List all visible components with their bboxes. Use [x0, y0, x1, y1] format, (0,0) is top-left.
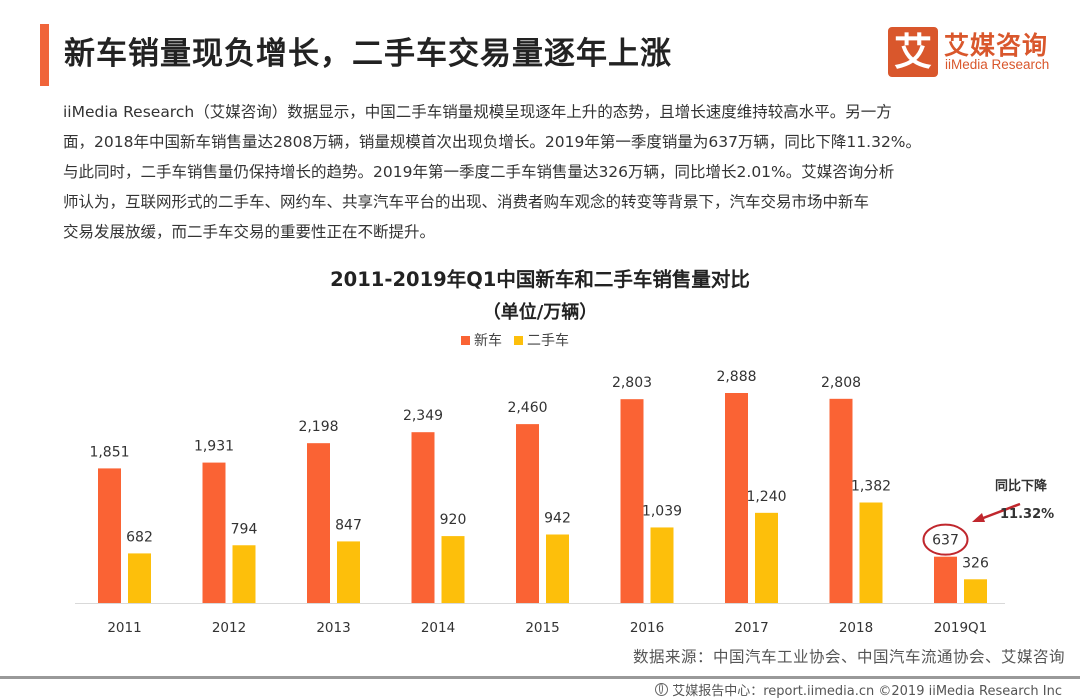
bar-new-car [202, 462, 226, 603]
logo-mark-icon: 艾 [888, 27, 938, 77]
x-tick-label: 2017 [734, 620, 768, 636]
bar-new-car [829, 398, 853, 603]
annotation-arrow-head [972, 513, 985, 522]
bar-used-car [128, 553, 151, 603]
data-source: 数据来源：中国汽车工业协会、中国汽车流通协会、艾媒咨询 [632, 648, 1065, 666]
data-label-used-car: 1,382 [851, 479, 891, 495]
footer-text: 艾媒报告中心：report.iimedia.cn ©2019 iiMedia R… [672, 684, 1062, 699]
bar-new-car [307, 443, 330, 603]
chart-title: 2011-2019年Q1中国新车和二手车销售量对比 [330, 268, 750, 291]
footer: 艾媒报告中心：report.iimedia.cn ©2019 iiMedia R… [655, 680, 1062, 699]
company-logo: 艾 艾媒咨询 iiMedia Research [888, 27, 1063, 77]
data-label-used-car: 794 [231, 521, 258, 537]
data-label-new-car: 637 [932, 533, 959, 549]
legend-item-used-car: 二手车 [514, 330, 569, 350]
annotation-text-line2: 11.32% [1000, 507, 1054, 522]
data-label-new-car: 1,931 [194, 439, 234, 455]
data-label-new-car: 2,460 [507, 400, 547, 416]
title-accent-bar [40, 24, 49, 86]
x-tick-label: 2018 [839, 620, 873, 636]
paragraph-line: 交易发展放缓，而二手车交易的重要性正在不断提升。 [63, 223, 436, 241]
page-title: 新车销量现负增长，二手车交易量逐年上涨 [64, 36, 672, 72]
bar-new-car [411, 432, 435, 603]
data-label-new-car: 1,851 [89, 444, 129, 460]
data-label-new-car: 2,888 [716, 369, 756, 385]
legend-swatch-used-car [514, 335, 523, 345]
logo-name-cn: 艾媒咨询 [944, 31, 1049, 60]
bar-used-car [337, 541, 360, 603]
annotation-arrow-line [977, 502, 1021, 522]
annotation-circle [922, 523, 969, 556]
legend-label-used-car: 二手车 [527, 333, 569, 349]
data-label-used-car: 942 [544, 511, 571, 527]
summary-paragraph: iiMedia Research（艾媒咨询）数据显示，中国二手车销量规模呈现逐年… [63, 97, 1023, 247]
x-tick-label: 2019Q1 [934, 620, 988, 636]
logo-name-en: iiMedia Research [945, 57, 1050, 72]
globe-icon [655, 683, 669, 696]
annotation-text-line1: 同比下降 [995, 478, 1048, 494]
x-tick-label: 2014 [421, 620, 455, 636]
bar-new-car [620, 399, 644, 603]
data-label-used-car: 1,240 [746, 489, 786, 505]
data-label-new-car: 2,198 [298, 419, 338, 435]
footer-divider [0, 676, 1080, 679]
bar-new-car [725, 393, 748, 603]
data-label-used-car: 847 [335, 517, 362, 533]
chart-legend: 新车 二手车 [461, 330, 575, 350]
data-label-new-car: 2,808 [821, 375, 861, 391]
data-label-new-car: 2,349 [403, 408, 443, 424]
paragraph-line: iiMedia Research（艾媒咨询）数据显示，中国二手车销量规模呈现逐年… [63, 103, 892, 121]
x-tick-label: 2012 [212, 620, 246, 636]
bar-used-car [441, 536, 465, 603]
data-label-used-car: 682 [126, 529, 153, 545]
paragraph-line: 面，2018年中国新车销售量达2808万辆，销量规模首次出现负增长。2019年第… [63, 133, 922, 151]
bar-used-car [650, 527, 674, 603]
data-label-new-car: 2,803 [612, 375, 652, 391]
data-label-used-car: 326 [962, 555, 989, 571]
x-tick-label: 2016 [630, 620, 664, 636]
data-label-used-car: 920 [440, 512, 467, 528]
legend-label-new-car: 新车 [474, 333, 502, 349]
bar-used-car [232, 545, 256, 603]
paragraph-line: 师认为，互联网形式的二手车、网约车、共享汽车平台的出现、消费者购车观念的转变等背… [63, 193, 870, 211]
bar-used-car [964, 579, 987, 603]
bar-used-car [755, 512, 778, 603]
data-label-used-car: 1,039 [642, 503, 682, 519]
bar-new-car [516, 424, 539, 603]
x-tick-label: 2015 [525, 620, 559, 636]
bar-new-car [98, 468, 121, 603]
x-tick-label: 2011 [107, 620, 141, 636]
bar-used-car [546, 534, 569, 603]
x-tick-label: 2013 [316, 620, 350, 636]
legend-swatch-new-car [461, 335, 470, 345]
paragraph-line: 与此同时，二手车销售量仍保持增长的趋势。2019年第一季度二手车销售量达326万… [63, 163, 895, 181]
bar-used-car [859, 502, 883, 603]
legend-item-new-car: 新车 [461, 330, 502, 350]
chart-subtitle: （单位/万辆） [482, 302, 598, 323]
bar-new-car [934, 556, 957, 603]
